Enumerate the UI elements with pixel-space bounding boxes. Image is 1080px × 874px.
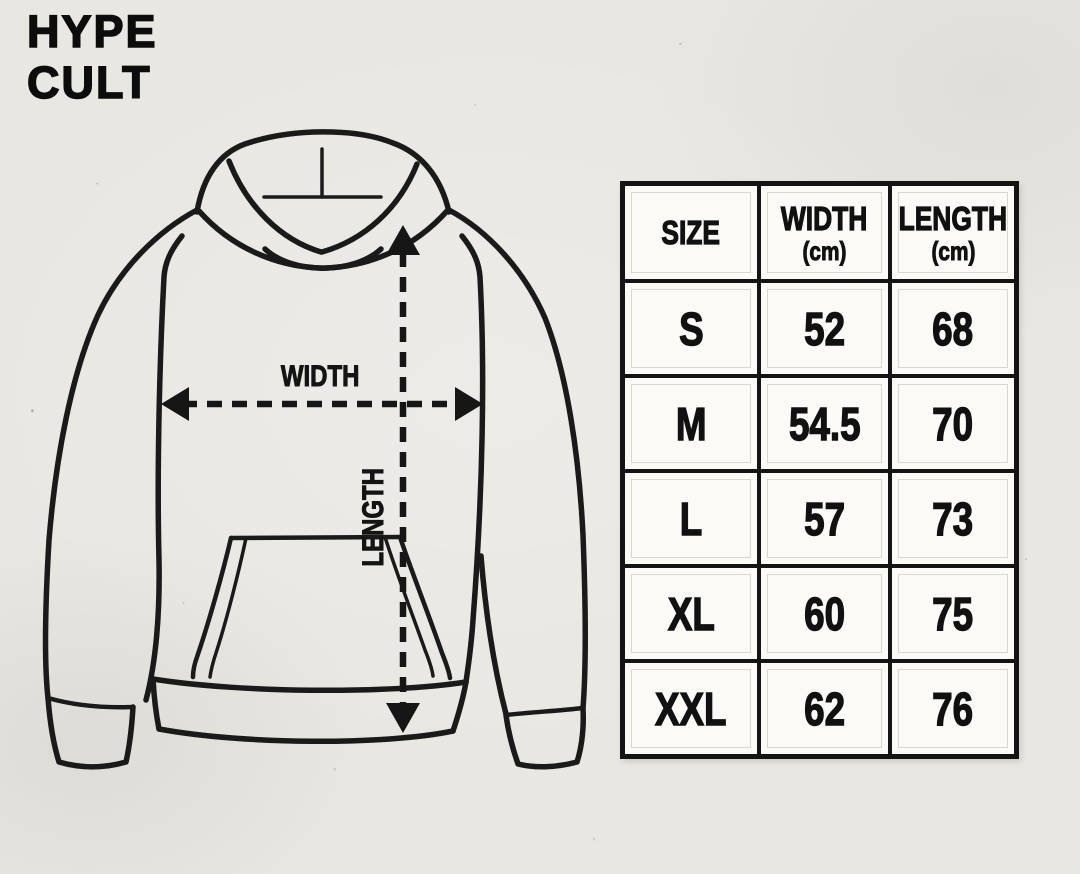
length-value: 68: [932, 302, 974, 355]
column-header-unit: (cm): [931, 235, 976, 266]
width-value: 60: [803, 587, 845, 640]
column-header-unit: (cm): [802, 235, 847, 266]
length-value: 70: [932, 397, 974, 450]
column-header-length: LENGTH (cm): [892, 186, 1014, 279]
size-value: XL: [667, 587, 715, 640]
length-dimension-text: LENGTH: [357, 467, 391, 567]
size-cell: M: [625, 378, 757, 469]
length-cell: 68: [892, 283, 1014, 374]
width-dimension-label: WIDTH: [252, 360, 388, 394]
size-cell: XXL: [625, 663, 757, 754]
length-cell: 70: [892, 378, 1014, 469]
width-value: 62: [803, 682, 845, 735]
width-cell: 54.5: [761, 378, 888, 469]
length-value: 76: [932, 682, 974, 735]
length-arrow: [386, 225, 420, 733]
width-cell: 60: [761, 568, 888, 659]
width-value: 52: [803, 302, 845, 355]
brand-logo-line2: CULT: [26, 57, 152, 110]
width-cell: 52: [761, 283, 888, 374]
length-dimension-label: LENGTH: [357, 455, 391, 579]
length-cell: 73: [892, 473, 1014, 564]
size-cell: XL: [625, 568, 757, 659]
size-value: XXL: [655, 682, 728, 735]
brand-logo-line1: HYPE: [26, 5, 158, 58]
brand-logo: HYPE CULT: [26, 5, 158, 110]
size-cell: L: [625, 473, 757, 564]
size-cell: S: [625, 283, 757, 374]
column-header-label: SIZE: [661, 214, 721, 251]
width-value: 54.5: [788, 397, 861, 450]
size-value: M: [675, 397, 707, 450]
column-header-width: WIDTH (cm): [761, 186, 888, 279]
length-cell: 75: [892, 568, 1014, 659]
width-arrow: [161, 387, 483, 421]
size-chart-table: SIZE WIDTH (cm) LENGTH (cm) S 52 68 M 54…: [620, 181, 1019, 759]
length-value: 73: [932, 492, 974, 545]
column-header-size: SIZE: [625, 186, 757, 279]
length-cell: 76: [892, 663, 1014, 754]
hoodie-details: [190, 147, 453, 681]
width-dimension-text: WIDTH: [280, 360, 360, 394]
width-cell: 62: [761, 663, 888, 754]
hoodie-outline: [42, 129, 588, 770]
size-value: S: [678, 302, 704, 355]
size-value: L: [679, 492, 703, 545]
column-header-label: WIDTH: [781, 199, 868, 237]
width-cell: 57: [761, 473, 888, 564]
column-header-label: LENGTH: [898, 199, 1008, 237]
length-value: 75: [932, 587, 974, 640]
width-value: 57: [803, 492, 845, 545]
